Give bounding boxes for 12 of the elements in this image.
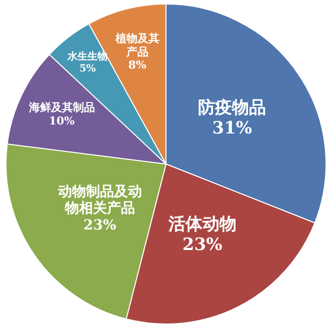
data-label: 23% <box>182 234 222 255</box>
data-label: 31% <box>212 118 252 139</box>
slice-label: 水生生物 <box>66 50 108 62</box>
slice-label: 防疫物品 <box>198 98 266 118</box>
slice-label: 海鲜及其制品 <box>28 101 95 114</box>
slice-label: 动物制品及动物相关产品 <box>56 184 142 217</box>
data-label: 5% <box>79 63 96 74</box>
data-label: 23% <box>83 217 116 234</box>
slice-label: 植物及其产品 <box>114 32 160 58</box>
data-label: 8% <box>128 58 147 72</box>
slice-label: 活体动物 <box>167 214 236 234</box>
data-label: 10% <box>48 114 76 128</box>
